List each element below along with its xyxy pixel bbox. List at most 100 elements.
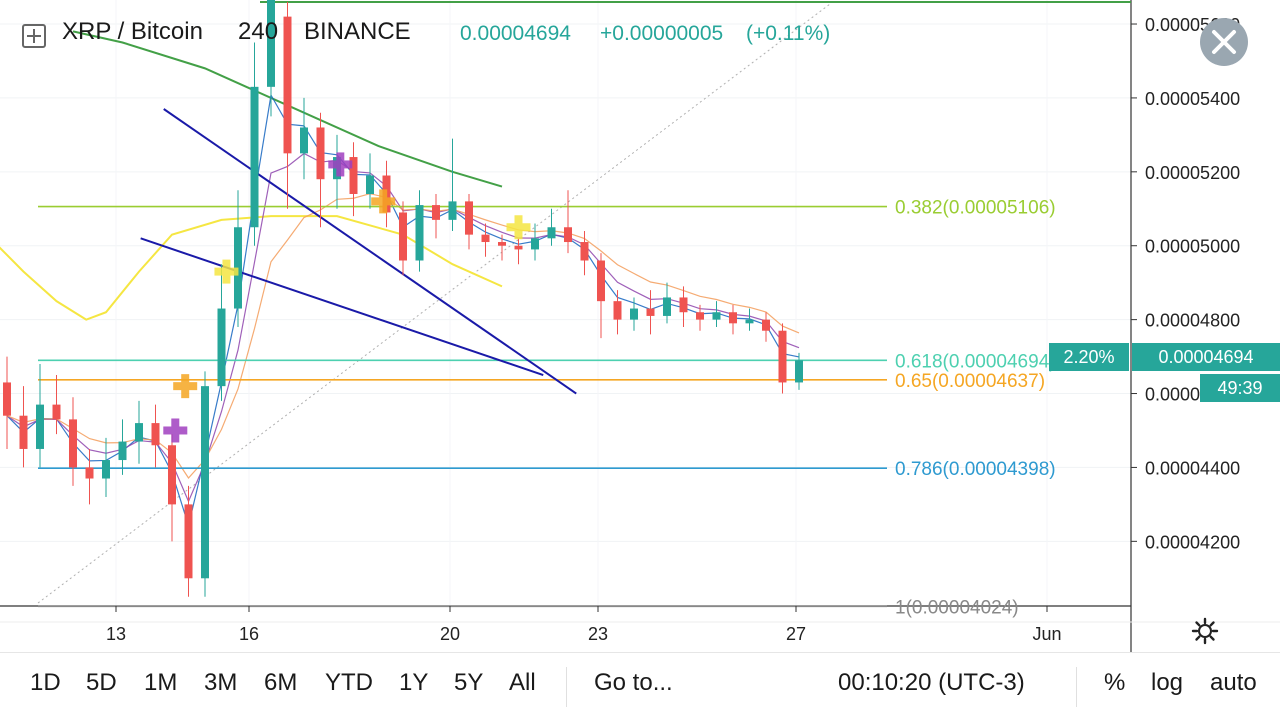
candle [52,375,61,435]
candle-body [597,260,605,302]
candle [778,323,787,394]
candle [135,400,143,464]
candle [217,264,226,401]
candle-body [547,227,556,239]
candle [514,238,523,265]
toolbar-divider [566,667,567,707]
candle-body [52,404,61,420]
candle [762,312,770,342]
price-tick-label: 0.00004800 [1145,311,1240,331]
candle-body [696,312,704,320]
candle [432,193,440,239]
candle-body [250,86,259,228]
candle [168,434,176,542]
time-tick-label: 27 [786,624,806,644]
log-scale-toggle[interactable]: log [1151,669,1184,696]
candle [201,371,209,597]
candle-body [300,127,308,154]
settings-gear-icon[interactable] [1190,616,1220,646]
range-all[interactable]: All [509,669,536,696]
candle-body [465,201,473,235]
candle [102,437,110,497]
auto-scale-toggle[interactable]: auto [1210,669,1257,696]
last-price: 0.00004694 [460,22,571,45]
candle [399,201,407,276]
goto-button[interactable]: Go to... [594,669,673,696]
fib-trend-line [37,3,831,604]
candle [745,308,754,331]
exchange-label: BINANCE [304,18,411,45]
percent-scale-toggle[interactable]: % [1104,669,1126,696]
falling-wedge-lines [140,108,577,395]
signal-marker-v [336,152,345,177]
signal-marker [371,189,396,214]
candle [547,208,556,246]
range-5d[interactable]: 5D [86,669,117,696]
candle-body [762,319,770,331]
candle [250,42,259,246]
candle [630,297,638,331]
ma-100-line [0,215,503,321]
range-ytd[interactable]: YTD [325,669,373,696]
candle [795,352,803,390]
candlesticks [3,0,803,597]
range-1y[interactable]: 1Y [399,669,429,696]
candle-body [712,312,721,320]
candle-body [201,386,209,579]
candle [465,193,473,250]
price-chart[interactable]: 0.382(0.00005106) 0.618(0.00004694)0.65(0… [0,0,1280,652]
candle [184,485,193,597]
candle-body [531,238,539,250]
clock-timezone[interactable]: 00:10:20 (UTC-3) [838,669,1025,696]
range-3m[interactable]: 3M [204,669,238,696]
signal-marker-v [171,418,180,443]
candle-body [415,205,424,261]
candle-body [3,382,11,416]
candle [531,223,539,261]
signal-marker [173,374,198,399]
price-change-pct: (+0.11%) [746,22,831,45]
current-price-tag: 0.00004694 [1132,343,1280,371]
symbol-title[interactable]: XRP / Bitcoin [62,18,203,45]
signal-marker [214,259,239,284]
candle [85,448,94,505]
candle [19,386,28,468]
fib-level-label: 0.618(0.00004694) [895,351,1056,372]
time-tick-label: 20 [440,624,460,644]
candle-body [349,157,358,194]
signal-marker [506,215,531,240]
add-symbol-icon[interactable] [22,24,46,48]
candle-body [481,234,490,243]
candle-body [69,419,77,468]
candle-body [630,308,638,320]
candle-body [795,360,803,383]
close-button[interactable] [1200,18,1248,66]
time-tick-label: 13 [106,624,126,644]
candle-body [745,319,754,324]
price-tick-label: 0.00004400 [1145,458,1240,478]
price-tick-label: 0.00005200 [1145,163,1240,183]
candle [267,0,275,117]
signal-marker [328,152,353,177]
fib-level-label: 0.382(0.00005106) [895,198,1056,219]
signal-marker-v [514,215,523,240]
price-change: +0.00000005 [600,22,724,45]
price-tick-label: 0.00005400 [1145,89,1240,109]
candle [481,223,490,257]
range-6m[interactable]: 6M [264,669,298,696]
candle-body [432,205,440,220]
interval-label[interactable]: 240 [238,18,279,45]
candle [151,404,160,468]
wedge-upper-line [163,108,577,395]
candle-body [564,227,572,243]
candle-body [85,467,94,479]
time-tick-label: 16 [239,624,259,644]
fib-level-label: 1(0.00004024) [895,597,1019,618]
range-1m[interactable]: 1M [144,669,178,696]
candle-body [663,297,671,316]
candle-body [613,301,622,320]
range-5y[interactable]: 5Y [454,669,484,696]
candle [234,190,242,328]
range-1d[interactable]: 1D [30,669,61,696]
candle-body [399,212,407,261]
